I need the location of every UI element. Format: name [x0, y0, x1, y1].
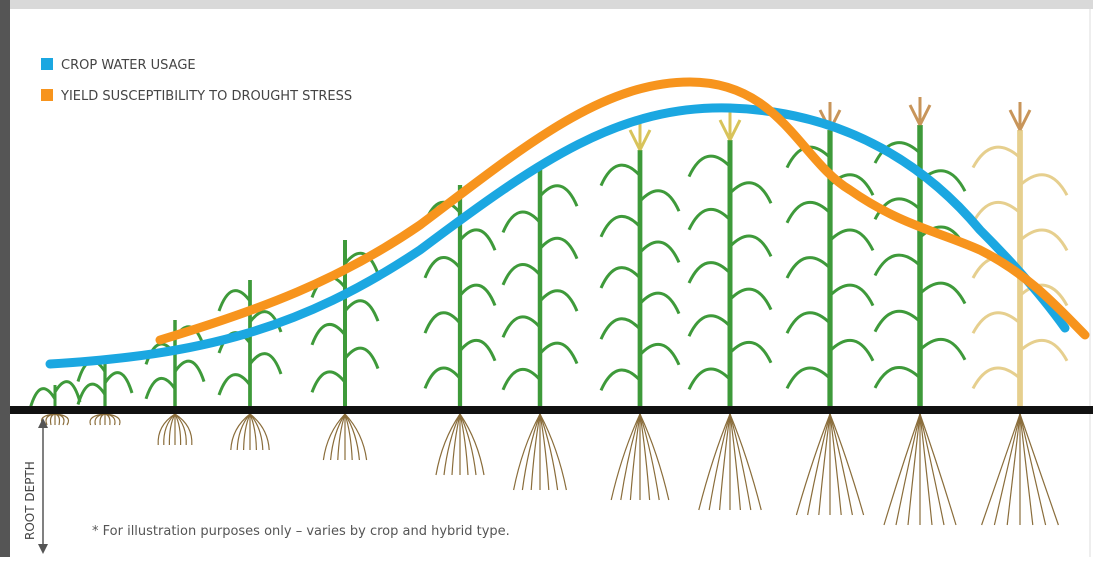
- axis-label: ROOT DEPTH: [23, 461, 37, 540]
- left-bar: [0, 0, 10, 557]
- legend-swatch: [41, 89, 53, 101]
- legend-label: CROP WATER USAGE: [61, 58, 196, 73]
- legend-label: YIELD SUSCEPTIBILITY TO DROUGHT STRESS: [60, 89, 352, 104]
- page: CROP WATER USAGE YIELD SUSCEPTIBILITY TO…: [0, 0, 1093, 557]
- top-bar: [0, 0, 1093, 9]
- footnote: * For illustration purposes only – varie…: [92, 524, 510, 539]
- background: [0, 0, 1093, 557]
- ground-line: [10, 406, 1093, 414]
- diagram: CROP WATER USAGE YIELD SUSCEPTIBILITY TO…: [0, 0, 1093, 557]
- legend-swatch: [41, 58, 53, 70]
